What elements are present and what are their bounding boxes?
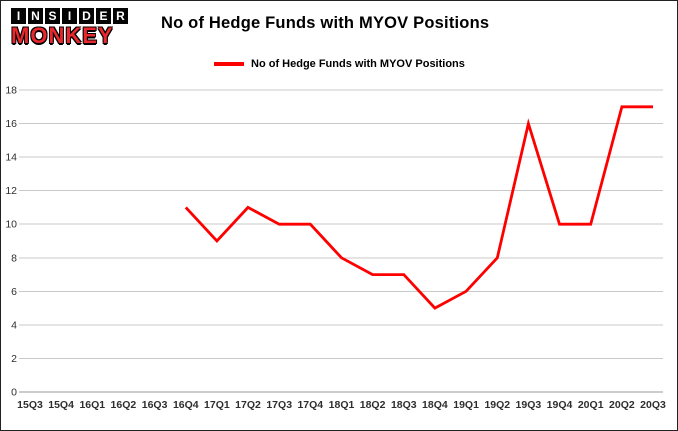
y-tick-label: 12: [5, 185, 17, 197]
logo-letter-tile: S: [45, 8, 60, 24]
x-tick-label: 20Q2: [609, 399, 635, 411]
y-tick-label: 18: [5, 85, 17, 97]
x-tick-label: 19Q4: [547, 399, 573, 411]
logo-letter-tile: I: [62, 8, 77, 24]
x-tick-label: 19Q3: [516, 399, 542, 411]
x-tick-label: 18Q1: [329, 399, 355, 411]
x-tick-label: 18Q3: [391, 399, 417, 411]
logo-monkey-text: MONKEY: [11, 23, 114, 48]
x-tick-label: 17Q3: [266, 399, 292, 411]
x-tick-label: 20Q3: [640, 399, 666, 411]
legend-line-swatch: [214, 62, 244, 66]
x-tick-label: 15Q3: [17, 399, 43, 411]
x-tick-label: 18Q2: [360, 399, 386, 411]
y-tick-label: 10: [5, 219, 17, 231]
legend: No of Hedge Funds with MYOV Positions: [214, 58, 465, 70]
y-tick-label: 0: [11, 387, 17, 399]
legend-label: No of Hedge Funds with MYOV Positions: [251, 58, 465, 70]
x-tick-label: 16Q4: [173, 399, 199, 411]
y-tick-label: 6: [11, 286, 17, 298]
x-tick-label: 16Q1: [79, 399, 105, 411]
y-tick-label: 2: [11, 353, 17, 365]
x-tick-label: 15Q4: [48, 399, 74, 411]
series-line: [184, 105, 653, 310]
chart-title: No of Hedge Funds with MYOV Positions: [161, 14, 490, 32]
logo-letter-tile: I: [11, 8, 26, 24]
x-tick-label: 19Q2: [484, 399, 510, 411]
x-tick-label: 16Q2: [111, 399, 137, 411]
x-tick-label: 19Q1: [453, 399, 479, 411]
logo-letter-tile: E: [96, 8, 111, 24]
x-tick-label: 17Q1: [204, 399, 230, 411]
logo-letter-tile: N: [28, 8, 43, 24]
x-tick-label: 18Q4: [422, 399, 448, 411]
x-tick-label: 20Q1: [578, 399, 604, 411]
y-tick-label: 14: [5, 152, 17, 164]
x-tick-label: 17Q4: [297, 399, 323, 411]
y-tick-label: 4: [11, 319, 17, 331]
logo-letter-tile: D: [79, 8, 94, 24]
x-tick-label: 17Q2: [235, 399, 261, 411]
y-tick-label: 16: [5, 118, 17, 130]
x-tick-label: 16Q3: [142, 399, 168, 411]
logo-letter-tile: R: [113, 8, 128, 24]
y-tick-label: 8: [11, 252, 17, 264]
